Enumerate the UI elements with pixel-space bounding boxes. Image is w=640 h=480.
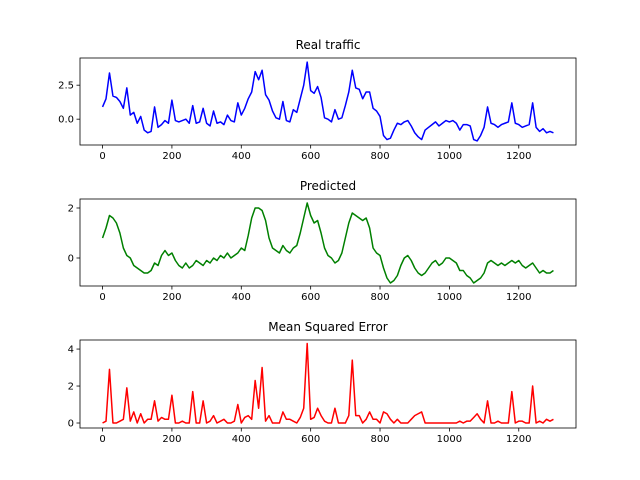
- x-tick-label: 1000: [437, 151, 462, 162]
- x-tick-label: 1200: [506, 151, 531, 162]
- x-tick-label: 200: [162, 292, 181, 303]
- x-tick-label: 800: [370, 434, 389, 445]
- x-tick-label: 200: [162, 151, 181, 162]
- x-tick-label: 0: [99, 151, 105, 162]
- y-tick-label: 4: [68, 345, 74, 356]
- x-tick-label: 1000: [437, 434, 462, 445]
- x-tick-label: 400: [232, 434, 251, 445]
- y-tick-label: 0: [68, 254, 74, 265]
- axes-frame: [79, 57, 577, 146]
- x-tick-label: 800: [370, 151, 389, 162]
- y-tick-label: 2.5: [58, 81, 74, 92]
- subplot-title: Predicted: [300, 179, 356, 193]
- x-tick-label: 400: [232, 151, 251, 162]
- x-tick-label: 600: [301, 292, 320, 303]
- axes-frame: [79, 339, 577, 429]
- x-tick-label: 600: [301, 434, 320, 445]
- data-line: [101, 202, 554, 284]
- y-tick-label: 0.0: [58, 115, 74, 126]
- x-tick-label: 800: [370, 292, 389, 303]
- x-tick-label: 200: [162, 434, 181, 445]
- x-tick-label: 1200: [506, 434, 531, 445]
- axes-frame: [79, 198, 577, 287]
- data-line: [102, 342, 554, 424]
- x-tick-label: 0: [99, 292, 105, 303]
- data-line: [101, 61, 554, 142]
- x-tick-label: 0: [99, 434, 105, 445]
- x-tick-label: 1200: [506, 292, 531, 303]
- y-tick-label: 0: [68, 419, 74, 430]
- x-tick-label: 400: [232, 292, 251, 303]
- y-tick-label: 2: [68, 204, 74, 215]
- subplot-title: Mean Squared Error: [268, 320, 388, 334]
- x-tick-label: 600: [301, 151, 320, 162]
- subplot-title: Real traffic: [296, 38, 361, 52]
- y-tick-label: 2: [68, 382, 74, 393]
- x-tick-label: 1000: [437, 292, 462, 303]
